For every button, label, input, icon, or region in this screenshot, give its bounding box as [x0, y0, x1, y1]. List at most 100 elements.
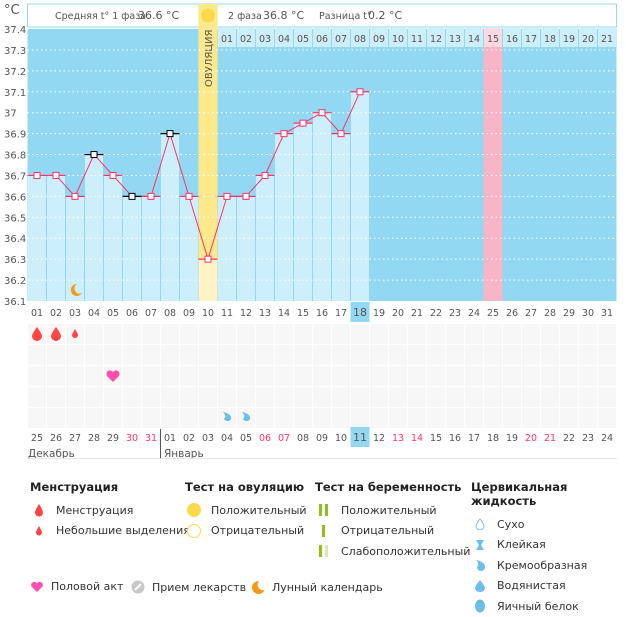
event-cell	[408, 324, 426, 344]
event-cell	[332, 387, 350, 407]
post-ovulation-day-cell	[237, 28, 255, 47]
event-cell	[294, 366, 312, 386]
event-cell	[370, 345, 388, 365]
temperature-point	[356, 88, 364, 96]
cycle-day-label: 29	[563, 308, 575, 319]
cycle-day-label: 07	[145, 308, 157, 319]
post-ovulation-day: 21	[601, 34, 613, 45]
event-cell	[560, 324, 578, 344]
temperature-point	[109, 171, 117, 179]
legend-cervical: Цервикальная жидкость Сухо Клейкая Кремо…	[471, 480, 626, 617]
event-cell	[351, 345, 369, 365]
event-cell	[484, 366, 502, 386]
event-cell	[294, 324, 312, 344]
cycle-day-label: 18	[353, 306, 367, 319]
event-cell	[427, 324, 445, 344]
event-cell	[465, 366, 483, 386]
event-cell	[503, 345, 521, 365]
event-cell	[598, 408, 616, 428]
post-ovulation-day-cell	[579, 28, 597, 47]
event-cell	[104, 387, 122, 407]
negative-circle-icon	[185, 523, 203, 539]
event-cell	[237, 324, 255, 344]
cycle-day-label: 21	[411, 308, 423, 319]
event-cell	[313, 324, 331, 344]
legend-intercourse: Половой акт	[30, 580, 123, 593]
event-cell	[446, 366, 464, 386]
event-cell	[47, 387, 65, 407]
post-ovulation-day: 19	[563, 34, 575, 45]
event-cell	[275, 408, 293, 428]
event-cell	[142, 324, 160, 344]
event-cell	[256, 387, 274, 407]
post-ovulation-day: 10	[392, 34, 404, 45]
event-cell	[256, 345, 274, 365]
event-cell	[408, 387, 426, 407]
dry-drop-icon	[471, 518, 489, 531]
post-ovulation-day-cell	[522, 28, 540, 47]
calendar-date: 13	[392, 433, 404, 444]
event-cell	[446, 324, 464, 344]
legend-title: Тест на беременность	[315, 480, 462, 494]
post-ovulation-day: 13	[449, 34, 461, 45]
calendar-date: 05	[240, 433, 252, 444]
event-cell	[66, 345, 84, 365]
event-cell	[465, 387, 483, 407]
event-cell	[256, 324, 274, 344]
temperature-bar	[161, 133, 179, 301]
event-cell	[66, 387, 84, 407]
event-cell	[294, 387, 312, 407]
event-cell	[503, 387, 521, 407]
event-cell	[446, 387, 464, 407]
ovulation-column	[198, 4, 218, 301]
event-cell	[256, 408, 274, 428]
cycle-day-label: 02	[50, 308, 62, 319]
event-cell	[104, 324, 122, 344]
event-cell	[389, 345, 407, 365]
legend-title: Менструация	[30, 480, 119, 494]
calendar-date: 17	[468, 433, 480, 444]
event-cell	[522, 366, 540, 386]
post-ovulation-day: 08	[354, 34, 366, 45]
cycle-day-label: 04	[88, 308, 100, 319]
event-cell	[180, 387, 198, 407]
cycle-day-label: 19	[373, 308, 385, 319]
event-cell	[598, 387, 616, 407]
calendar-date: 22	[563, 433, 575, 444]
event-cell	[142, 408, 160, 428]
event-cell	[541, 408, 559, 428]
event-cell	[541, 345, 559, 365]
event-cell	[389, 408, 407, 428]
y-tick-label: 37.2	[4, 67, 26, 78]
event-cell	[218, 366, 236, 386]
temperature-point	[185, 192, 193, 200]
legend-item: Яичный белок	[497, 599, 579, 613]
temperature-bar	[351, 91, 369, 302]
calendar-date: 01	[164, 433, 176, 444]
cycle-day-label: 08	[164, 308, 176, 319]
event-cell	[541, 366, 559, 386]
event-cell	[446, 345, 464, 365]
temperature-point	[71, 192, 79, 200]
y-tick-label: 36.7	[4, 171, 26, 182]
event-cell	[465, 324, 483, 344]
post-ovulation-day-cell	[332, 28, 350, 47]
event-cell	[199, 324, 217, 344]
event-cell	[123, 387, 141, 407]
event-cell	[180, 324, 198, 344]
temperature-bar	[66, 196, 84, 301]
temperature-point	[337, 130, 345, 138]
calendar-date: 31	[145, 433, 157, 444]
legend-item: Отрицательный	[211, 524, 305, 538]
calendar-date: 29	[107, 433, 119, 444]
post-ovulation-day-cell	[541, 28, 559, 47]
event-cell	[370, 324, 388, 344]
temperature-bar	[256, 175, 274, 301]
faint-lines-icon	[315, 545, 333, 558]
event-cell	[218, 345, 236, 365]
post-ovulation-day-cell	[427, 28, 445, 47]
event-cell	[351, 366, 369, 386]
temperature-point	[33, 171, 41, 179]
legend-item: Положительный	[211, 503, 307, 517]
